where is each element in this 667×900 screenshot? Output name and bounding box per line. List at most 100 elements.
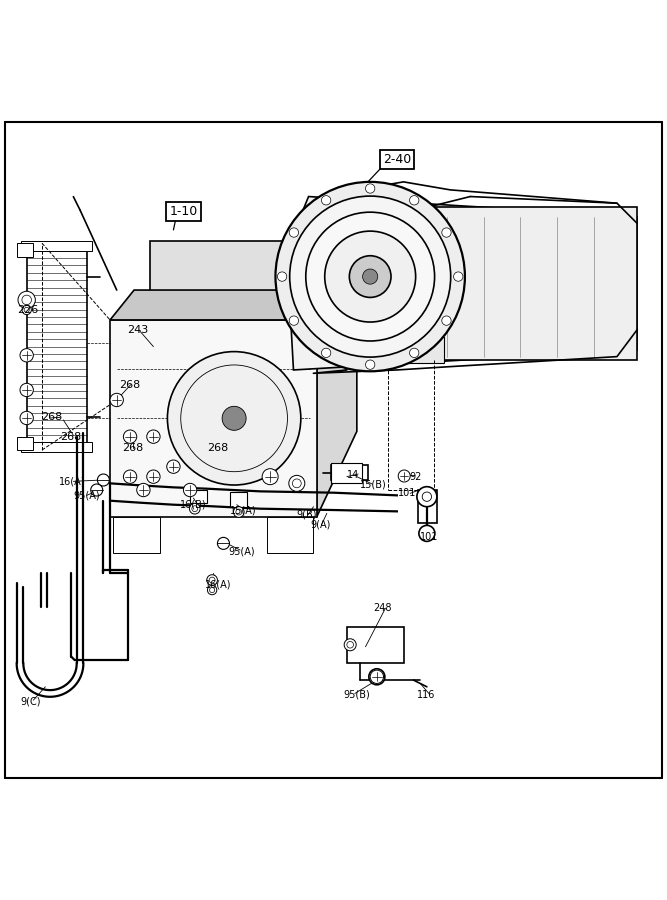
Circle shape: [262, 469, 278, 485]
Text: 101: 101: [420, 532, 439, 542]
Text: 2-40: 2-40: [383, 153, 411, 166]
Circle shape: [110, 393, 123, 407]
Circle shape: [325, 231, 416, 322]
Circle shape: [24, 308, 29, 312]
Bar: [17, 436, 33, 450]
Circle shape: [289, 475, 305, 491]
Circle shape: [236, 509, 241, 515]
Bar: [230, 492, 247, 507]
Circle shape: [147, 470, 160, 483]
Circle shape: [222, 406, 246, 430]
Circle shape: [289, 196, 451, 357]
Circle shape: [189, 503, 200, 514]
Circle shape: [410, 195, 419, 205]
Circle shape: [370, 670, 384, 683]
Text: 116: 116: [417, 689, 436, 700]
Circle shape: [20, 348, 33, 362]
Circle shape: [419, 526, 435, 542]
Bar: [113, 517, 160, 554]
Text: 226: 226: [17, 305, 38, 315]
Polygon shape: [150, 241, 357, 320]
Circle shape: [347, 642, 354, 648]
Text: 95(A): 95(A): [73, 491, 100, 500]
Circle shape: [417, 487, 437, 507]
Text: 268: 268: [60, 432, 81, 442]
Circle shape: [209, 588, 215, 592]
Text: 16(A): 16(A): [59, 476, 85, 486]
Polygon shape: [287, 196, 637, 370]
Text: 243: 243: [127, 325, 148, 335]
Bar: [347, 626, 404, 663]
Text: 101: 101: [398, 489, 417, 499]
Circle shape: [137, 483, 150, 497]
Circle shape: [420, 488, 436, 503]
Circle shape: [321, 348, 331, 357]
Circle shape: [123, 470, 137, 483]
Bar: [390, 337, 444, 364]
Circle shape: [209, 577, 215, 583]
Text: 15(B): 15(B): [360, 480, 387, 490]
Circle shape: [410, 348, 419, 357]
Circle shape: [363, 269, 378, 284]
Bar: [21, 442, 92, 452]
Polygon shape: [110, 290, 341, 320]
Circle shape: [167, 460, 180, 473]
Bar: [17, 243, 33, 256]
Circle shape: [97, 474, 109, 486]
Circle shape: [233, 507, 244, 517]
Text: 268: 268: [207, 443, 228, 453]
Circle shape: [20, 411, 33, 425]
Circle shape: [167, 352, 301, 485]
Text: 14: 14: [347, 470, 359, 480]
Bar: [27, 243, 87, 450]
Circle shape: [366, 184, 375, 194]
Text: 9(B): 9(B): [297, 509, 317, 519]
Circle shape: [289, 228, 299, 238]
Text: 268: 268: [119, 380, 140, 390]
Bar: [331, 464, 362, 483]
Circle shape: [305, 212, 435, 341]
Text: 16(A): 16(A): [205, 580, 232, 590]
Text: 268: 268: [41, 412, 63, 422]
Circle shape: [91, 484, 103, 496]
Circle shape: [277, 272, 287, 281]
Circle shape: [454, 272, 463, 281]
Circle shape: [289, 316, 299, 325]
Text: 1-10: 1-10: [169, 204, 197, 218]
Circle shape: [20, 383, 33, 397]
Circle shape: [442, 228, 451, 238]
Circle shape: [275, 182, 465, 372]
Circle shape: [183, 483, 197, 497]
Bar: [110, 320, 317, 517]
Circle shape: [422, 492, 432, 501]
Text: 15(A): 15(A): [230, 505, 257, 515]
Circle shape: [22, 295, 31, 305]
Circle shape: [123, 430, 137, 444]
Circle shape: [192, 506, 197, 511]
Text: 92: 92: [410, 472, 422, 482]
Text: 9(A): 9(A): [310, 519, 331, 530]
Text: 9(C): 9(C): [20, 697, 41, 706]
Circle shape: [292, 479, 301, 488]
Bar: [21, 241, 92, 251]
Circle shape: [398, 470, 410, 482]
Circle shape: [350, 256, 391, 297]
Circle shape: [442, 316, 451, 325]
Circle shape: [366, 360, 375, 369]
Circle shape: [321, 195, 331, 205]
Circle shape: [18, 292, 35, 309]
Bar: [190, 490, 207, 503]
Polygon shape: [317, 235, 357, 517]
Bar: [331, 465, 368, 480]
Circle shape: [344, 639, 356, 651]
Circle shape: [22, 305, 31, 315]
Text: 16(B): 16(B): [180, 500, 207, 509]
Bar: [384, 206, 637, 360]
Text: 248: 248: [374, 603, 392, 613]
Bar: [418, 490, 437, 524]
Text: 95(A): 95(A): [228, 546, 255, 556]
Circle shape: [217, 537, 229, 549]
Text: 268: 268: [122, 443, 143, 453]
Circle shape: [207, 575, 217, 585]
Circle shape: [369, 669, 385, 685]
